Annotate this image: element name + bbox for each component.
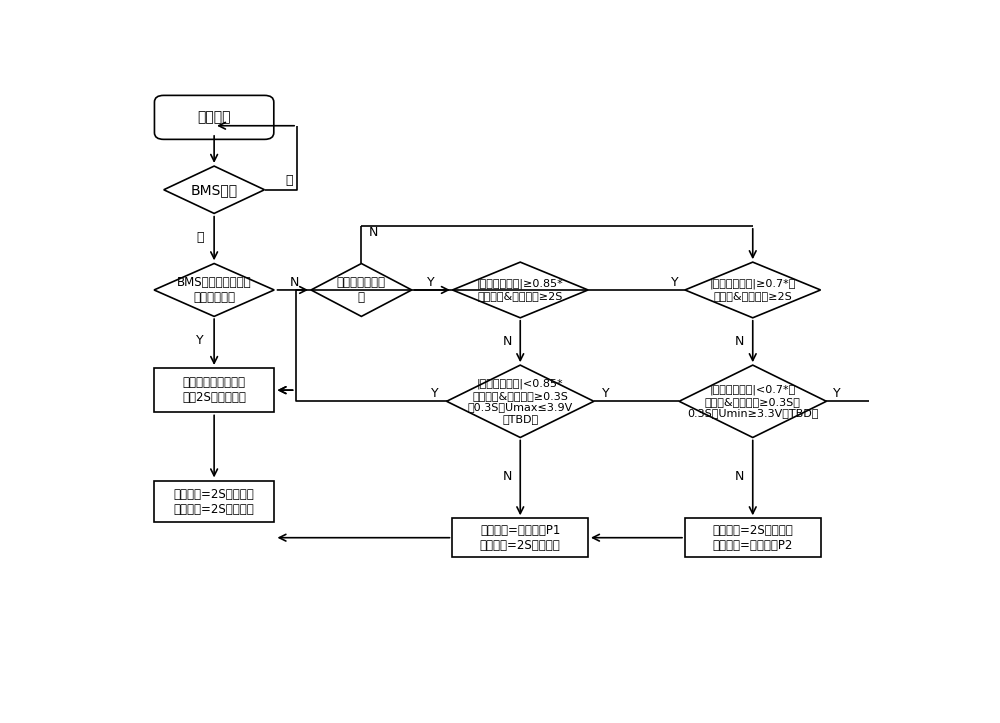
Text: 输出功率=2S放电功率
输入功率=2S放电功率: 输出功率=2S放电功率 输入功率=2S放电功率 (174, 487, 254, 515)
Text: Y: Y (427, 276, 435, 289)
Text: |实时消耗功率|≥0.85*
输入功率&持续时间≥2S: |实时消耗功率|≥0.85* 输入功率&持续时间≥2S (477, 279, 564, 301)
Text: N: N (735, 470, 744, 483)
Polygon shape (311, 263, 412, 317)
Text: |实时消耗功率|<0.7*输
出功率&持续时间≥0.3S且
0.3S后Umin≥3.3V（TBD）: |实时消耗功率|<0.7*输 出功率&持续时间≥0.3S且 0.3S后Umin≥… (687, 385, 818, 418)
Polygon shape (685, 262, 821, 318)
Bar (685, 518, 821, 557)
FancyBboxPatch shape (154, 95, 274, 140)
Text: Y: Y (196, 333, 204, 346)
Text: Y: Y (431, 387, 439, 400)
Text: |实时消耗功率|≥0.7*输
出功率&持续时间≥2S: |实时消耗功率|≥0.7*输 出功率&持续时间≥2S (710, 279, 796, 301)
Bar (154, 368, 274, 412)
Bar (452, 518, 588, 557)
Polygon shape (447, 365, 594, 437)
Text: Y: Y (833, 387, 840, 400)
Text: 电池包电流为充
电: 电池包电流为充 电 (337, 276, 386, 304)
Text: N: N (368, 226, 378, 239)
Text: |实时消耗功率|<0.85*
输入功率&持续时间≥0.3S
且0.3S后Umax≤3.9V
（TBD）: |实时消耗功率|<0.85* 输入功率&持续时间≥0.3S 且0.3S后Umax… (468, 379, 573, 424)
Text: Y: Y (671, 276, 679, 289)
Polygon shape (452, 262, 588, 318)
Polygon shape (154, 263, 274, 317)
Polygon shape (164, 166, 264, 213)
Text: N: N (289, 276, 299, 289)
Text: 输入功率=充电功率P1
输出功率=2S放电功率: 输入功率=充电功率P1 输出功率=2S放电功率 (480, 523, 561, 552)
Text: 是: 是 (196, 231, 204, 244)
Text: 电池包输入、输出功
率按2S功率表发送: 电池包输入、输出功 率按2S功率表发送 (182, 376, 246, 404)
Text: BMS检测电池包的温
度、电压状态: BMS检测电池包的温 度、电压状态 (177, 276, 251, 304)
Text: N: N (502, 335, 512, 348)
Polygon shape (679, 365, 826, 437)
Text: 流程开始: 流程开始 (197, 111, 231, 124)
Text: 否: 否 (286, 174, 293, 187)
Text: Y: Y (602, 387, 609, 400)
Bar (154, 481, 274, 523)
Text: N: N (735, 335, 744, 348)
Text: 输入功率=2S充电功率
输出功率=放电功率P2: 输入功率=2S充电功率 输出功率=放电功率P2 (712, 523, 793, 552)
Text: BMS唤醒: BMS唤醒 (191, 183, 238, 197)
Text: N: N (502, 470, 512, 483)
